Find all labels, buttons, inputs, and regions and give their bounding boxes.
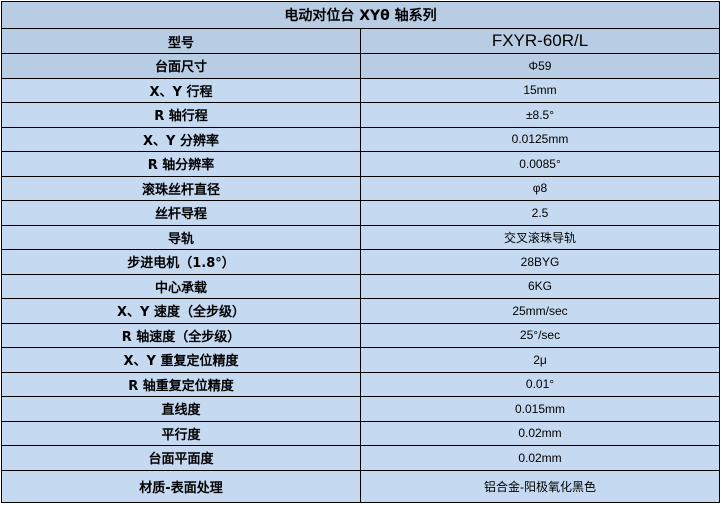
spec-value: 2μ: [360, 347, 720, 373]
spec-value: 15mm: [360, 77, 720, 103]
spec-label: 台面尺寸: [1, 53, 361, 79]
spec-value: 铝合金-阳极氧化黑色: [360, 469, 720, 503]
spec-value: Φ59: [360, 53, 720, 79]
table-title: 电动对位台 XYθ 轴系列: [1, 1, 720, 29]
spec-value: 0.02mm: [360, 420, 720, 446]
spec-label: 导轨: [1, 224, 361, 250]
table-row: X、Y 重复定位精度 2μ: [1, 347, 720, 373]
spec-label: X、Y 速度（全步级）: [1, 298, 361, 324]
spec-label: 平行度: [1, 420, 361, 446]
spec-value: 0.02mm: [360, 445, 720, 471]
spec-label: 台面平面度: [1, 445, 361, 471]
spec-value: φ8: [360, 175, 720, 201]
table-row: 直线度 0.015mm: [1, 396, 720, 422]
spec-value: 25°/sec: [360, 322, 720, 348]
spec-value: 0.0125mm: [360, 126, 720, 152]
table-row: 台面尺寸 Φ59: [1, 53, 720, 79]
spec-value: FXYR-60R/L: [360, 28, 720, 54]
spec-value: 2.5: [360, 200, 720, 226]
table-row: 导轨 交叉滚珠导轨: [1, 224, 720, 250]
spec-value: 0.0085°: [360, 151, 720, 177]
table-row: 步进电机（1.8°） 28BYG: [1, 249, 720, 275]
spec-label: X、Y 行程: [1, 77, 361, 103]
table-row: R 轴分辨率 0.0085°: [1, 151, 720, 177]
table-row: 台面平面度 0.02mm: [1, 445, 720, 471]
table-row: X、Y 速度（全步级） 25mm/sec: [1, 298, 720, 324]
table-row: R 轴行程 ±8.5°: [1, 102, 720, 128]
spec-label: 型号: [1, 28, 361, 54]
spec-value: 6KG: [360, 273, 720, 299]
table-row: 平行度 0.02mm: [1, 420, 720, 446]
table-row: 丝杆导程 2.5: [1, 200, 720, 226]
spec-value: 0.01°: [360, 371, 720, 397]
spec-value: 25mm/sec: [360, 298, 720, 324]
spec-label: 直线度: [1, 396, 361, 422]
spec-label: R 轴分辨率: [1, 151, 361, 177]
spec-label: R 轴行程: [1, 102, 361, 128]
header-row: 型号 FXYR-60R/L: [1, 28, 720, 54]
spec-value: 交叉滚珠导轨: [360, 224, 720, 250]
table-row: X、Y 行程 15mm: [1, 77, 720, 103]
spec-label: 步进电机（1.8°）: [1, 249, 361, 275]
spec-value: 0.015mm: [360, 396, 720, 422]
spec-value: 28BYG: [360, 249, 720, 275]
table-row: X、Y 分辨率 0.0125mm: [1, 126, 720, 152]
spec-label: R 轴速度（全步级）: [1, 322, 361, 348]
title-row: 电动对位台 XYθ 轴系列: [1, 1, 720, 29]
spec-label: X、Y 重复定位精度: [1, 347, 361, 373]
table-row: R 轴速度（全步级） 25°/sec: [1, 322, 720, 348]
table-row: 中心承载 6KG: [1, 273, 720, 299]
spec-label: 中心承载: [1, 273, 361, 299]
table-row: R 轴重复定位精度 0.01°: [1, 371, 720, 397]
spec-label: 丝杆导程: [1, 200, 361, 226]
spec-label: R 轴重复定位精度: [1, 371, 361, 397]
spec-label: 滚珠丝杆直径: [1, 175, 361, 201]
spec-label: X、Y 分辨率: [1, 126, 361, 152]
table-row: 滚珠丝杆直径 φ8: [1, 175, 720, 201]
spec-value: ±8.5°: [360, 102, 720, 128]
spec-label: 材质-表面处理: [1, 469, 361, 503]
table-row: 材质-表面处理 铝合金-阳极氧化黑色: [1, 469, 720, 503]
